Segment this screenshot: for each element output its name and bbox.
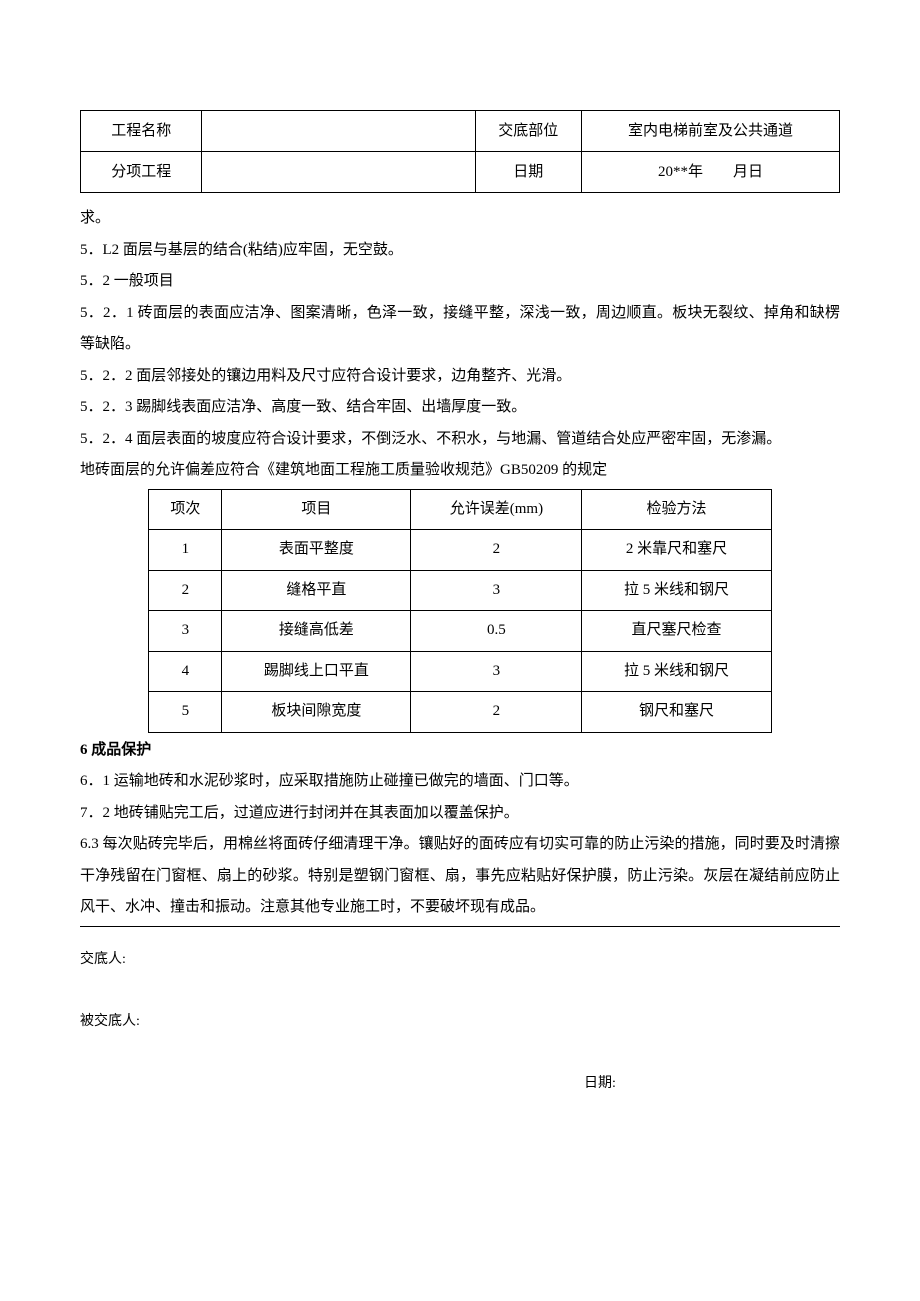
tol-cell: 拉 5 米线和钢尺 [582, 570, 771, 611]
tol-cell: 踢脚线上口平直 [222, 651, 411, 692]
tol-cell: 5 [149, 692, 222, 733]
tol-header-index: 项次 [149, 489, 222, 530]
tol-cell: 1 [149, 530, 222, 571]
table-row: 4 踢脚线上口平直 3 拉 5 米线和钢尺 [149, 651, 771, 692]
tol-cell: 板块间隙宽度 [222, 692, 411, 733]
signature-receiver: 被交底人: [80, 1011, 840, 1033]
para-5-2-2: 5．2．2 面层邻接处的镶边用料及尺寸应符合设计要求，边角整齐、光滑。 [80, 361, 840, 393]
tol-cell: 0.5 [411, 611, 582, 652]
tol-cell: 拉 5 米线和钢尺 [582, 651, 771, 692]
header-label-location: 交底部位 [475, 111, 581, 152]
header-value-date: 20**年 月日 [581, 152, 839, 193]
document-page: 工程名称 交底部位 室内电梯前室及公共通道 分项工程 日期 20**年 月日 求… [0, 0, 920, 1301]
para-7-2: 7．2 地砖铺贴完工后，过道应进行封闭并在其表面加以覆盖保护。 [80, 798, 840, 830]
header-table: 工程名称 交底部位 室内电梯前室及公共通道 分项工程 日期 20**年 月日 [80, 110, 840, 193]
header-label-date: 日期 [475, 152, 581, 193]
tol-cell: 3 [411, 651, 582, 692]
tolerance-table: 项次 项目 允许误差(mm) 检验方法 1 表面平整度 2 2 米靠尺和塞尺 2… [148, 489, 771, 733]
para-5-l2: 5．L2 面层与基层的结合(粘结)应牢固，无空鼓。 [80, 235, 840, 267]
body-text: 求。 5．L2 面层与基层的结合(粘结)应牢固，无空鼓。 5．2 一般项目 5．… [80, 203, 840, 927]
header-label-project-name: 工程名称 [81, 111, 202, 152]
header-value-subproject [202, 152, 475, 193]
table-row: 2 缝格平直 3 拉 5 米线和钢尺 [149, 570, 771, 611]
tol-cell: 4 [149, 651, 222, 692]
para-tol-intro: 地砖面层的允许偏差应符合《建筑地面工程施工质量验收规范》GB50209 的规定 [80, 455, 840, 487]
table-row: 5 板块间隙宽度 2 钢尺和塞尺 [149, 692, 771, 733]
para-5-2-3: 5．2．3 踢脚线表面应洁净、高度一致、结合牢固、出墙厚度一致。 [80, 392, 840, 424]
tol-header-item: 项目 [222, 489, 411, 530]
para-6-1: 6．1 运输地砖和水泥砂浆时，应采取措施防止碰撞已做完的墙面、门口等。 [80, 766, 840, 798]
tol-cell: 3 [149, 611, 222, 652]
signature-block: 交底人: 被交底人: 日期: [80, 949, 840, 1096]
tol-cell: 钢尺和塞尺 [582, 692, 771, 733]
tol-cell: 接缝高低差 [222, 611, 411, 652]
tol-cell: 2 米靠尺和塞尺 [582, 530, 771, 571]
table-row: 1 表面平整度 2 2 米靠尺和塞尺 [149, 530, 771, 571]
signature-sender: 交底人: [80, 949, 840, 971]
signature-date: 日期: [360, 1073, 840, 1095]
header-value-location: 室内电梯前室及公共通道 [581, 111, 839, 152]
tol-header-tolerance: 允许误差(mm) [411, 489, 582, 530]
para-5-2: 5．2 一般项目 [80, 266, 840, 298]
para-5-2-4: 5．2．4 面层表面的坡度应符合设计要求，不倒泛水、不积水，与地漏、管道结合处应… [80, 424, 840, 456]
header-value-project-name [202, 111, 475, 152]
tol-cell: 表面平整度 [222, 530, 411, 571]
tol-header-method: 检验方法 [582, 489, 771, 530]
tol-cell: 2 [411, 692, 582, 733]
tol-cell: 缝格平直 [222, 570, 411, 611]
tol-cell: 直尺塞尺检查 [582, 611, 771, 652]
table-row: 项次 项目 允许误差(mm) 检验方法 [149, 489, 771, 530]
para-continued: 求。 [80, 203, 840, 235]
tol-cell: 2 [149, 570, 222, 611]
tol-cell: 2 [411, 530, 582, 571]
header-label-subproject: 分项工程 [81, 152, 202, 193]
section-6-heading: 6 成品保护 [80, 735, 840, 767]
para-6-3: 6.3 每次贴砖完毕后，用棉丝将面砖仔细清理干净。镶贴好的面砖应有切实可靠的防止… [80, 829, 840, 924]
tol-cell: 3 [411, 570, 582, 611]
table-row: 3 接缝高低差 0.5 直尺塞尺检查 [149, 611, 771, 652]
para-5-2-1: 5．2．1 砖面层的表面应洁净、图案清晰，色泽一致，接缝平整，深浅一致，周边顺直… [80, 298, 840, 361]
